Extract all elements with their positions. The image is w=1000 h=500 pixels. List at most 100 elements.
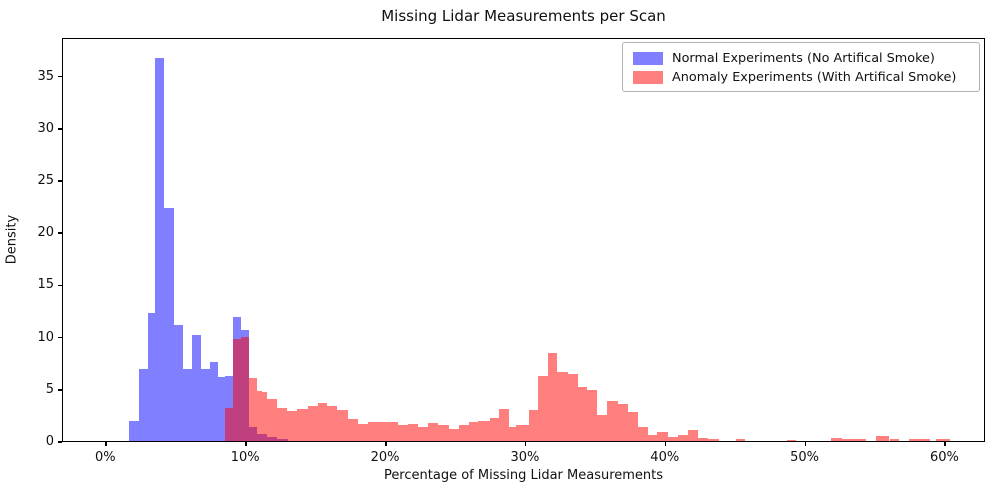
y-tick-mark — [58, 336, 62, 339]
y-tick-label: 30 — [37, 120, 54, 136]
anomaly-histogram-bar — [337, 409, 348, 441]
plot-area — [62, 38, 985, 442]
y-tick-label: 35 — [37, 68, 54, 84]
normal-histogram-bar — [148, 312, 155, 441]
anomaly-histogram-bar — [935, 438, 950, 441]
x-tick-mark — [664, 442, 667, 446]
chart-title: Missing Lidar Measurements per Scan — [381, 7, 666, 25]
legend: Normal Experiments (No Artifical Smoke) … — [622, 42, 980, 92]
anomaly-histogram-bar — [249, 378, 257, 441]
x-tick-mark — [524, 442, 527, 446]
legend-label-normal: Normal Experiments (No Artifical Smoke) — [672, 51, 935, 66]
anomaly-histogram-bar — [577, 387, 588, 441]
anomaly-histogram-layer — [63, 39, 984, 441]
normal-histogram-bar — [217, 377, 226, 441]
anomaly-series-swatch — [633, 71, 663, 84]
anomaly-histogram-bar — [358, 424, 368, 441]
x-tick-label: 40% — [650, 450, 680, 465]
anomaly-histogram-bar — [327, 405, 338, 441]
normal-series-swatch — [633, 52, 663, 65]
legend-item-anomaly: Anomaly Experiments (With Artifical Smok… — [633, 68, 969, 87]
x-tick-mark — [245, 442, 247, 446]
y-tick-label: 0 — [45, 434, 54, 449]
y-tick-mark — [58, 180, 62, 182]
legend-item-normal: Normal Experiments (No Artifical Smoke) — [633, 49, 969, 68]
anomaly-histogram-bar — [657, 432, 668, 441]
anomaly-histogram-bar — [889, 438, 900, 441]
x-tick-label: 10% — [230, 450, 260, 465]
anomaly-histogram-bar — [458, 425, 469, 441]
anomaly-histogram-bar — [678, 434, 689, 441]
y-tick-mark — [58, 389, 62, 391]
anomaly-histogram-bar — [516, 425, 529, 441]
normal-histogram-bar — [209, 361, 218, 441]
anomaly-histogram-bar — [499, 408, 510, 441]
y-tick-label: 5 — [45, 381, 54, 397]
anomaly-histogram-bar — [276, 407, 287, 441]
anomaly-histogram-bar — [307, 405, 318, 441]
anomaly-histogram-bar — [468, 422, 479, 441]
anomaly-histogram-bar — [618, 403, 628, 441]
normal-histogram-bar — [200, 368, 210, 441]
anomaly-histogram-bar — [377, 422, 388, 441]
anomaly-histogram-bar — [528, 409, 539, 441]
anomaly-histogram-bar — [261, 391, 268, 441]
anomaly-histogram-bar — [587, 390, 598, 441]
anomaly-histogram-bar — [225, 407, 233, 441]
anomaly-histogram-bar — [267, 399, 277, 441]
x-tick-mark — [944, 442, 946, 446]
anomaly-histogram-bar — [538, 376, 549, 441]
x-tick-mark — [105, 442, 107, 446]
anomaly-histogram-bar — [489, 418, 500, 441]
normal-histogram-bar — [182, 368, 193, 441]
x-tick-label: 20% — [370, 450, 400, 465]
anomaly-histogram-bar — [478, 421, 490, 441]
anomaly-histogram-bar — [509, 427, 517, 441]
anomaly-histogram-bar — [232, 338, 241, 441]
anomaly-histogram-bar — [448, 429, 459, 441]
anomaly-histogram-bar — [297, 408, 308, 441]
x-tick-label: 50% — [790, 450, 820, 465]
anomaly-histogram-bar — [830, 438, 842, 441]
normal-histogram-bar — [174, 325, 183, 441]
anomaly-histogram-bar — [387, 421, 398, 441]
anomaly-histogram-bar — [256, 390, 262, 441]
anomaly-histogram-bar — [607, 400, 619, 441]
anomaly-histogram-bar — [707, 439, 719, 441]
x-tick-mark — [385, 442, 387, 446]
y-tick-mark — [58, 284, 62, 287]
y-tick-label: 25 — [37, 173, 54, 189]
anomaly-histogram-bar — [418, 427, 428, 441]
anomaly-histogram-bar — [697, 437, 708, 441]
x-tick-label: 30% — [510, 450, 540, 465]
anomaly-histogram-bar — [735, 438, 746, 441]
y-tick-mark — [58, 128, 62, 130]
anomaly-histogram-bar — [909, 438, 931, 441]
x-tick-label: 60% — [929, 450, 959, 465]
x-axis-label: Percentage of Missing Lidar Measurements — [383, 468, 664, 483]
anomaly-histogram-bar — [347, 419, 359, 441]
y-tick-label: 15 — [37, 277, 54, 293]
anomaly-histogram-bar — [317, 402, 328, 441]
normal-histogram-bar — [164, 208, 175, 441]
normal-histogram-bar — [192, 334, 201, 441]
normal-histogram-bar — [128, 421, 139, 441]
normal-histogram-bar — [138, 368, 149, 441]
normal-histogram-bar — [154, 57, 165, 441]
anomaly-histogram-bar — [548, 353, 558, 441]
anomaly-histogram-bar — [567, 373, 578, 441]
y-tick-label: 20 — [37, 225, 54, 241]
y-tick-mark — [58, 75, 62, 78]
y-tick-mark — [58, 441, 62, 443]
anomaly-histogram-bar — [397, 424, 409, 441]
y-tick-mark — [58, 232, 62, 234]
anomaly-histogram-bar — [688, 430, 698, 441]
x-tick-label: 0% — [95, 450, 116, 465]
anomaly-histogram-bar — [240, 336, 249, 441]
anomaly-histogram-bar — [367, 421, 378, 441]
anomaly-histogram-bar — [841, 438, 866, 441]
anomaly-histogram-bar — [627, 412, 638, 441]
x-tick-mark — [804, 442, 807, 446]
anomaly-histogram-bar — [787, 439, 796, 441]
anomaly-histogram-bar — [408, 424, 419, 441]
